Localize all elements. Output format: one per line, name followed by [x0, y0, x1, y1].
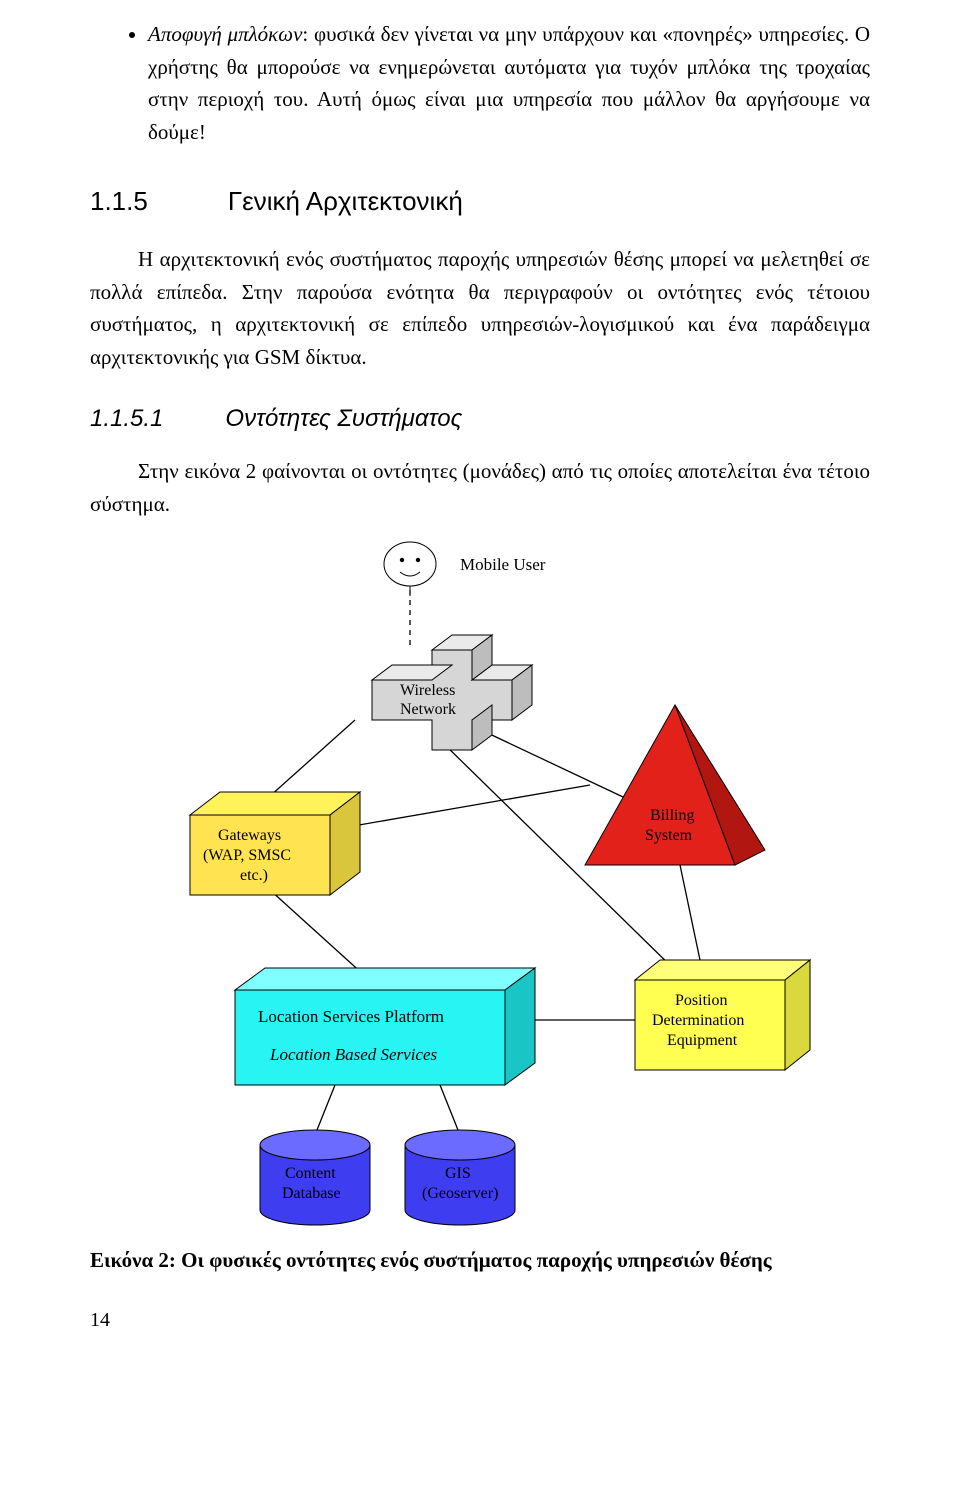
section-heading: 1.1.5 Γενική Αρχιτεκτονική	[90, 186, 870, 217]
mobile-user-icon	[384, 542, 436, 596]
gis-l2: (Geoserver)	[422, 1185, 498, 1202]
gis-l1: GIS	[445, 1165, 471, 1182]
content-db-l1: Content	[285, 1165, 336, 1182]
caption-lead: Εικόνα 2:	[90, 1248, 176, 1272]
page-number: 14	[90, 1309, 870, 1332]
mobile-user-label: Mobile User	[460, 555, 546, 574]
billing-l1: Billing	[650, 807, 694, 824]
pde-l2: Determination	[652, 1012, 744, 1029]
diagram-svg: Mobile User Wireless Network	[140, 530, 820, 1230]
bullet-list: Αποφυγή μπλόκων: φυσικά δεν γίνεται να μ…	[90, 18, 870, 148]
subsection-paragraph: Στην εικόνα 2 φαίνονται οι οντότητες (μο…	[90, 455, 870, 520]
gateways-l3: etc.)	[240, 867, 268, 884]
wireless-network-l1: Wireless	[400, 682, 455, 699]
billing-l2: System	[645, 827, 693, 844]
pde-l3: Equipment	[667, 1032, 738, 1049]
subsection-title: Οντότητες Συστήματος	[225, 405, 462, 432]
wireless-network-l2: Network	[400, 701, 456, 718]
gateways-l1: Gateways	[218, 827, 281, 844]
figure-caption: Εικόνα 2: Οι φυσικές οντότητες ενός συστ…	[90, 1248, 870, 1273]
subsection-number: 1.1.5.1	[90, 405, 163, 433]
architecture-diagram: Mobile User Wireless Network	[140, 530, 820, 1230]
section-paragraph: Η αρχιτεκτονική ενός συστήματος παροχής …	[90, 243, 870, 373]
bullet-lead: Αποφυγή μπλόκων	[148, 22, 302, 46]
content-db-l2: Database	[282, 1185, 341, 1202]
pde-l1: Position	[675, 992, 727, 1009]
lsp-l1: Location Services Platform	[258, 1007, 444, 1026]
section-title: Γενική Αρχιτεκτονική	[228, 186, 463, 216]
gateways-l2: (WAP, SMSC	[203, 847, 291, 864]
caption-rest: Οι φυσικές οντότητες ενός συστήματος παρ…	[176, 1248, 772, 1272]
lsp-node	[235, 968, 535, 1085]
bullet-item: Αποφυγή μπλόκων: φυσικά δεν γίνεται να μ…	[148, 18, 870, 148]
section-number: 1.1.5	[90, 186, 148, 217]
subsection-heading: 1.1.5.1 Οντότητες Συστήματος	[90, 405, 870, 433]
lsp-l2: Location Based Services	[269, 1045, 438, 1064]
page: Αποφυγή μπλόκων: φυσικά δεν γίνεται να μ…	[0, 0, 960, 1362]
